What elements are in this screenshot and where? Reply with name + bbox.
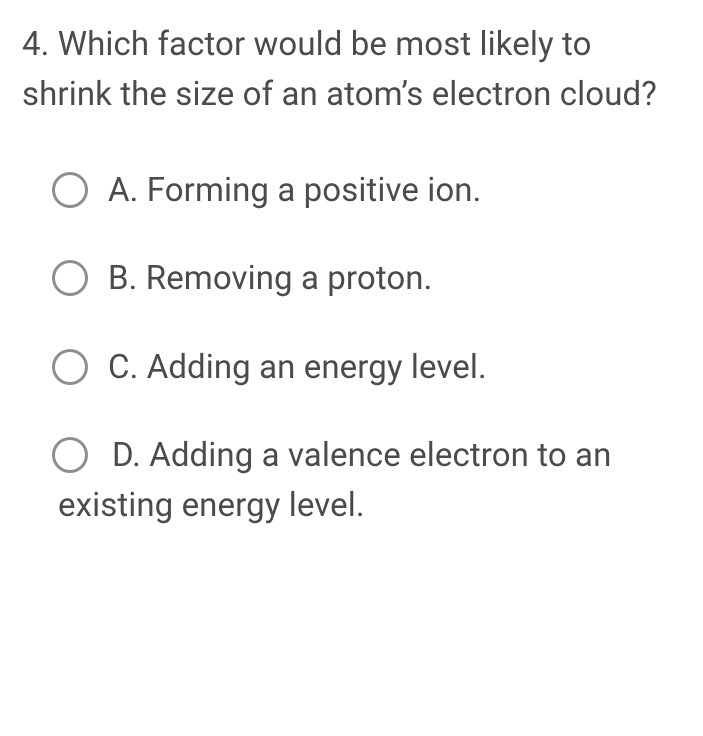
option-body: Forming a positive ion.: [147, 171, 482, 210]
option-b[interactable]: B. Removing a proton.: [52, 254, 681, 304]
radio-icon[interactable]: [52, 172, 88, 208]
quiz-container: 4. Which factor would be most likely to …: [0, 0, 703, 531]
option-a-text: A. Forming a positive ion.: [108, 166, 481, 216]
option-c[interactable]: C. Adding an energy level.: [52, 343, 681, 393]
question-body: Which factor would be most likely to shr…: [22, 25, 657, 114]
options-list: A. Forming a positive ion. B. Removing a…: [22, 166, 681, 531]
option-b-text: B. Removing a proton.: [108, 254, 432, 304]
option-body: Removing a proton.: [146, 259, 433, 298]
option-letter: A.: [108, 171, 138, 210]
option-letter: B.: [108, 259, 137, 298]
question-number: 4.: [22, 25, 49, 64]
option-letter: D.: [112, 436, 141, 475]
option-body: Adding a valence electron to an existing…: [58, 436, 611, 525]
radio-icon[interactable]: [52, 349, 88, 385]
option-d-text: D. Adding a valence electron to an exist…: [58, 431, 618, 531]
option-d[interactable]: D. Adding a valence electron to an exist…: [52, 431, 681, 531]
option-c-text: C. Adding an energy level.: [108, 343, 487, 393]
radio-icon[interactable]: [52, 260, 88, 296]
option-letter: C.: [108, 348, 138, 387]
option-body: Adding an energy level.: [147, 348, 487, 387]
question-text: 4. Which factor would be most likely to …: [22, 20, 681, 120]
option-a[interactable]: A. Forming a positive ion.: [52, 166, 681, 216]
